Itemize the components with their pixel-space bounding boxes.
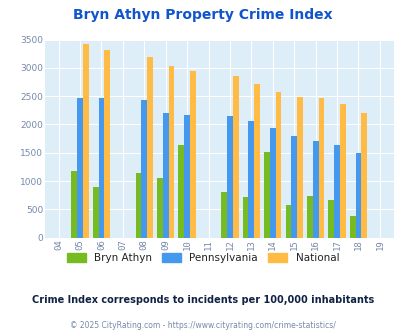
Text: Bryn Athyn Property Crime Index: Bryn Athyn Property Crime Index [73, 8, 332, 22]
Bar [291, 136, 296, 238]
Bar [162, 113, 168, 238]
Bar [184, 115, 190, 238]
Bar [135, 173, 141, 238]
Bar [141, 100, 147, 238]
Bar [296, 97, 302, 238]
Bar [333, 146, 339, 238]
Bar [285, 205, 291, 238]
Bar [190, 71, 195, 238]
Bar [275, 92, 281, 238]
Bar [98, 98, 104, 238]
Bar [264, 152, 269, 238]
Bar [168, 66, 174, 238]
Bar [248, 121, 254, 238]
Bar [221, 192, 226, 238]
Bar [328, 200, 333, 238]
Bar [83, 44, 88, 238]
Bar [355, 153, 360, 238]
Bar [349, 215, 355, 238]
Bar [306, 196, 312, 238]
Bar [157, 178, 162, 238]
Bar [178, 145, 184, 238]
Bar [339, 104, 345, 238]
Bar [147, 56, 153, 238]
Bar [71, 171, 77, 238]
Bar [77, 98, 83, 238]
Text: © 2025 CityRating.com - https://www.cityrating.com/crime-statistics/: © 2025 CityRating.com - https://www.city… [70, 321, 335, 330]
Bar [360, 113, 366, 238]
Bar [242, 197, 248, 238]
Bar [226, 116, 232, 238]
Bar [269, 128, 275, 238]
Bar [104, 50, 110, 238]
Bar [232, 76, 238, 238]
Bar [318, 98, 324, 238]
Bar [312, 141, 318, 238]
Bar [92, 187, 98, 238]
Bar [254, 84, 260, 238]
Text: Crime Index corresponds to incidents per 100,000 inhabitants: Crime Index corresponds to incidents per… [32, 295, 373, 305]
Legend: Bryn Athyn, Pennsylvania, National: Bryn Athyn, Pennsylvania, National [62, 249, 343, 267]
